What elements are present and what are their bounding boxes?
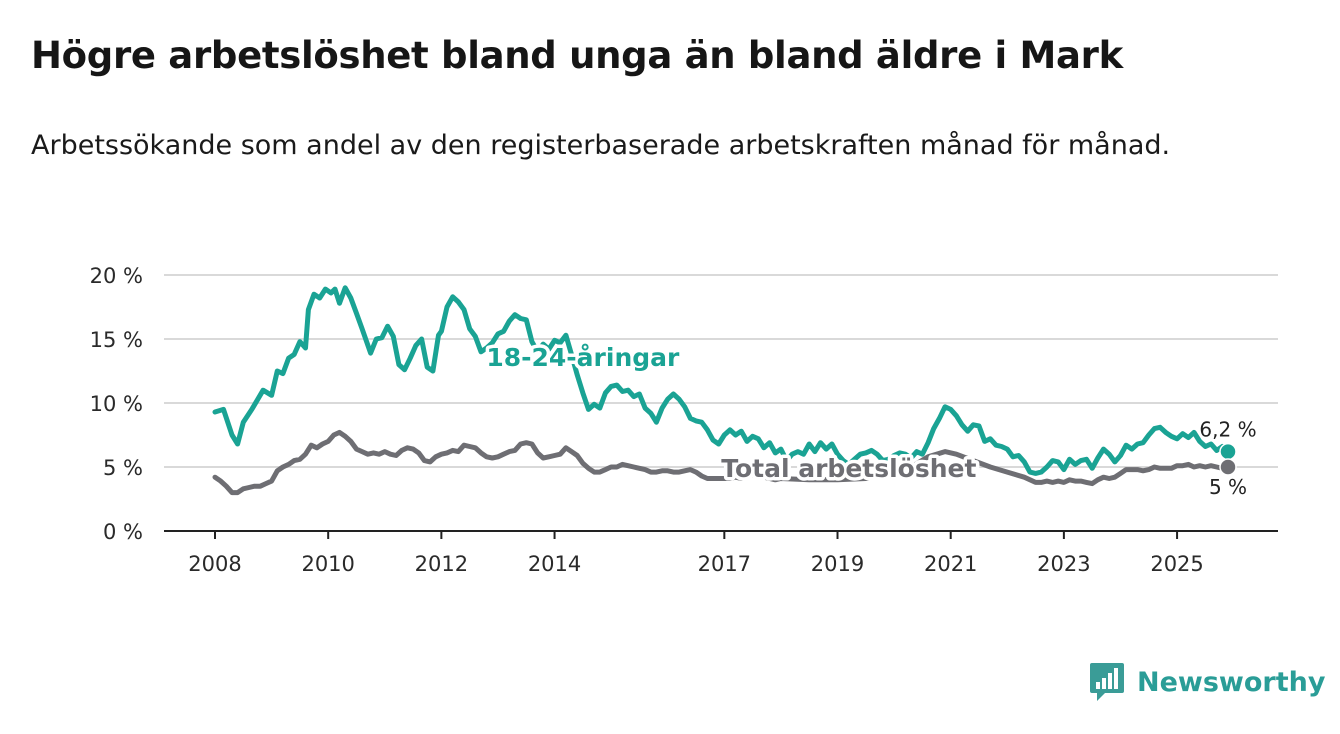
x-tick-label: 2012 [415, 552, 468, 576]
x-tick-label: 2008 [188, 552, 241, 576]
x-tick-label: 2010 [301, 552, 354, 576]
x-tick-label: 2021 [924, 552, 977, 576]
chart-title: Högre arbetslöshet bland unga än bland ä… [31, 34, 1123, 77]
x-tick-label: 2023 [1037, 552, 1090, 576]
x-tick-label: 2019 [811, 552, 864, 576]
total-end-point [1219, 458, 1237, 476]
y-tick-label: 15 % [90, 328, 143, 352]
youth-end-point [1219, 442, 1237, 461]
total-series-label: Total arbetslöshet [721, 454, 976, 483]
chart-subtitle: Arbetssökande som andel av den registerb… [31, 130, 1171, 161]
x-tick-label: 2014 [528, 552, 581, 576]
total-label-halo: Total arbetslöshet [721, 454, 976, 483]
y-tick-label: 20 % [90, 264, 143, 288]
y-tick-label: 0 % [103, 520, 143, 544]
total-end-label: 5 % [1209, 475, 1247, 499]
youth-series-label: 18-24-åringar [486, 343, 680, 372]
youth-label-halo: 18-24-åringar [486, 343, 680, 372]
x-tick-label: 2025 [1150, 552, 1203, 576]
bar-chart-logo-icon [1090, 663, 1124, 701]
axes: 0 % 5 % 10 % 15 % 20 % 2008 2010 2012 2014 2017 20… [90, 264, 1278, 576]
total-series-line [212, 429, 1231, 496]
youth-series-line [212, 285, 1231, 476]
y-tick-label: 5 % [103, 456, 143, 480]
brand-name: Newsworthy [1137, 666, 1326, 698]
youth-end-label: 6,2 % [1199, 418, 1256, 442]
brand-logo: Newsworthy [1089, 661, 1325, 703]
x-tick-label: 2017 [698, 552, 751, 576]
series-lines [212, 285, 1231, 496]
y-tick-label: 10 % [90, 392, 143, 416]
